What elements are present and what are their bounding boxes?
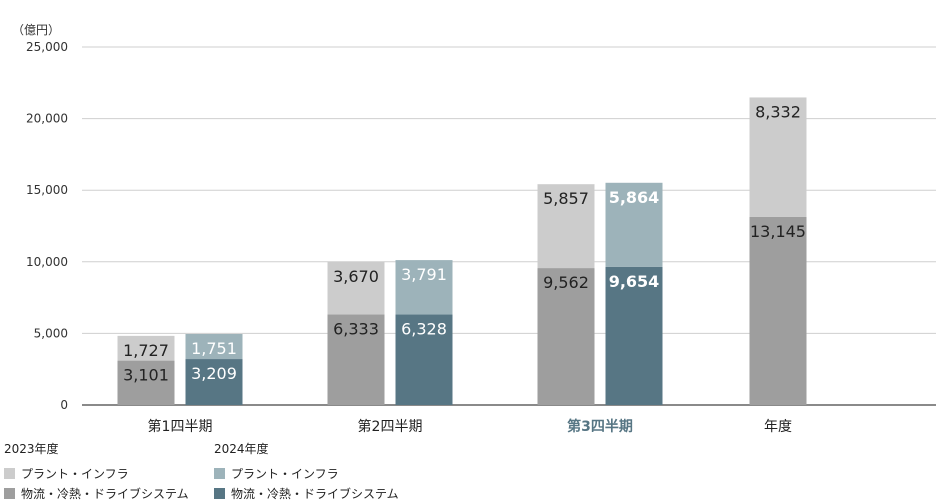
- category-label: 年度: [764, 419, 792, 435]
- bar-segment: [537, 184, 595, 269]
- y-axis-unit-label: （億円）: [12, 23, 60, 37]
- data-label: 9,654: [609, 272, 660, 291]
- legend-swatch: [4, 487, 15, 499]
- legend-2024: 2024年度 プラント・インフラ 物流・冷熱・ドライブシステム: [214, 440, 399, 503]
- bar-segment: [537, 268, 595, 405]
- y-tick-label: 20,000: [26, 112, 68, 126]
- bar-segment: [327, 314, 385, 405]
- data-label: 3,101: [123, 366, 169, 385]
- bar-segment: [117, 335, 175, 361]
- y-tick-label: 10,000: [26, 255, 68, 269]
- legend-label: プラント・インフラ: [21, 466, 129, 481]
- data-label: 6,333: [333, 319, 379, 338]
- y-tick-label: 5,000: [34, 326, 68, 340]
- legend-2024-logistics: 物流・冷熱・ドライブシステム: [214, 483, 399, 503]
- data-label: 5,857: [543, 189, 589, 208]
- bar-segment: [327, 261, 385, 315]
- bar-segment: [395, 314, 453, 405]
- bar-segment: [185, 333, 243, 360]
- legend-2023-plant: プラント・インフラ: [4, 463, 189, 483]
- legend-swatch: [4, 467, 15, 479]
- bar-segment: [605, 266, 663, 405]
- y-tick-label: 15,000: [26, 183, 68, 197]
- legend-label: 物流・冷熱・ドライブシステム: [231, 486, 399, 501]
- data-label: 3,209: [191, 364, 237, 383]
- legend-2024-plant: プラント・インフラ: [214, 463, 399, 483]
- legend-2023-title: 2023年度: [4, 442, 59, 456]
- bar-segment: [605, 182, 663, 267]
- data-label: 3,791: [401, 265, 447, 284]
- category-label: 第3四半期: [567, 418, 633, 435]
- bar-segment: [117, 360, 175, 405]
- bar-segment: [185, 359, 243, 405]
- bar-segment: [749, 97, 807, 217]
- y-tick-labels: 0 5,000 10,000 15,000 20,000 25,000: [26, 40, 68, 412]
- data-label: 9,562: [543, 273, 589, 292]
- category-label: 第1四半期: [148, 418, 213, 435]
- data-label: 8,332: [755, 102, 801, 121]
- y-tick-label: 25,000: [26, 40, 68, 54]
- legend-label: 物流・冷熱・ドライブシステム: [21, 486, 189, 501]
- y-tick-label: 0: [60, 398, 68, 412]
- data-label: 13,145: [750, 222, 806, 241]
- legend-label: プラント・インフラ: [231, 466, 339, 481]
- bar-segment: [749, 216, 807, 405]
- legend-2023: 2023年度 プラント・インフラ 物流・冷熱・ドライブシステム: [4, 440, 189, 503]
- legend-swatch: [214, 487, 225, 499]
- x-tick-labels: 第1四半期 第2四半期 第3四半期 年度: [148, 418, 792, 435]
- data-label: 3,670: [333, 267, 379, 286]
- data-label: 5,864: [609, 188, 660, 207]
- bars: 3,101 1,727 3,209 1,751 6,333 3,670 6,328 3,791…: [117, 97, 807, 405]
- data-label: 6,328: [401, 319, 447, 338]
- data-label: 1,751: [191, 339, 237, 358]
- bar-segment: [395, 260, 453, 315]
- legend-2024-title: 2024年度: [214, 442, 269, 456]
- stacked-bar-chart: （億円） 0 5,000 10,000 15,000 20,000 25,000 3,10…: [12, 23, 936, 435]
- legend-swatch: [214, 467, 225, 479]
- data-label: 1,727: [123, 341, 169, 360]
- category-label: 第2四半期: [358, 418, 423, 435]
- legend-2023-logistics: 物流・冷熱・ドライブシステム: [4, 483, 189, 503]
